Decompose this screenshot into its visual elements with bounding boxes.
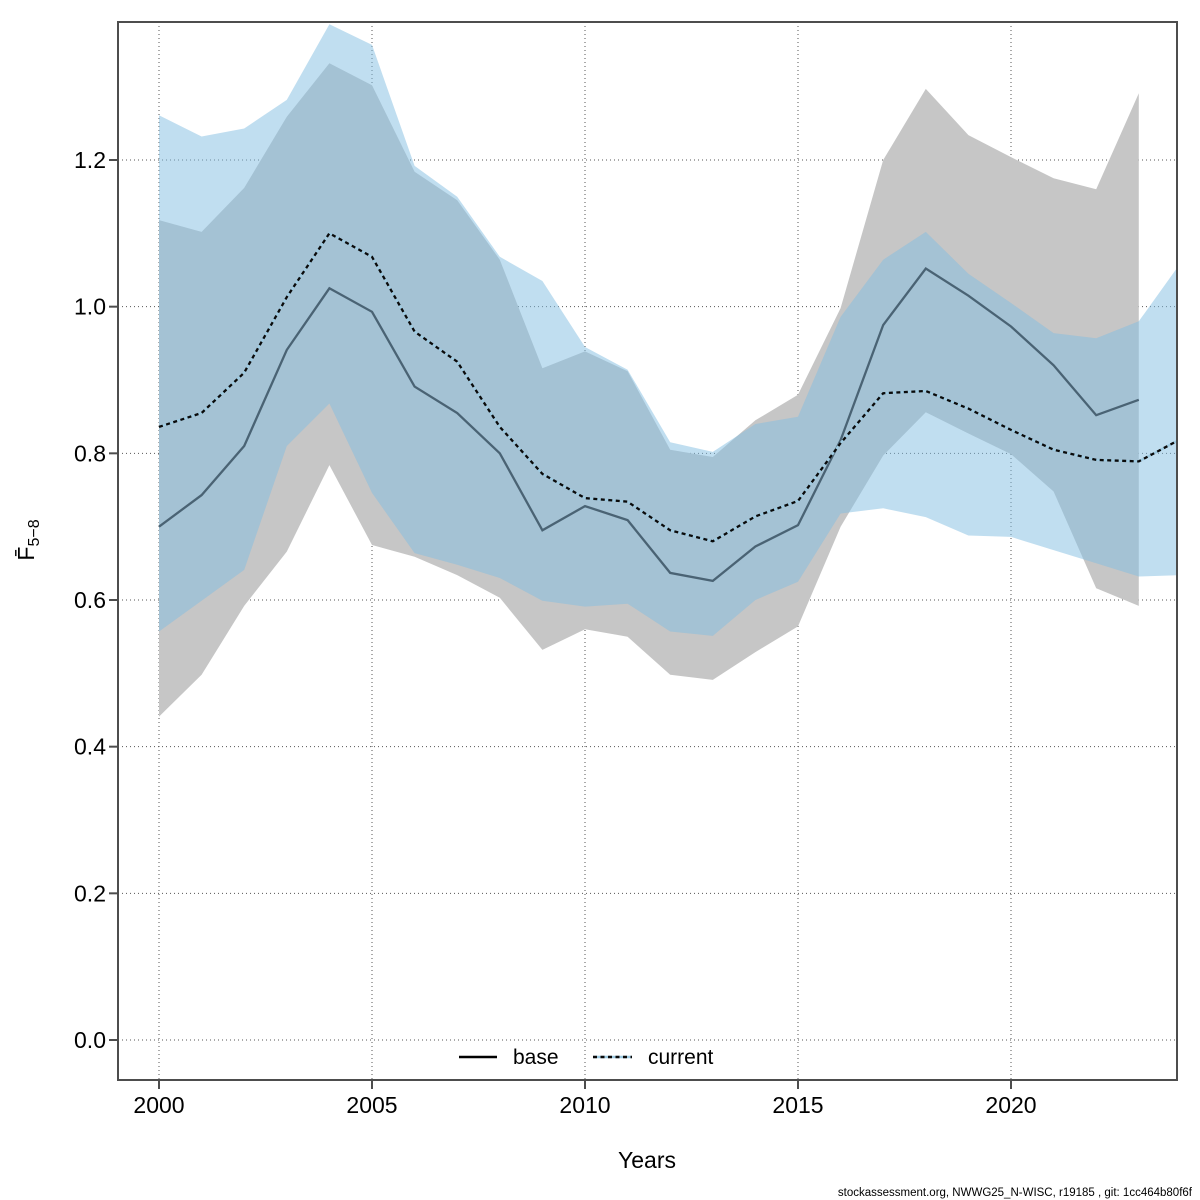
base-line [158, 266, 1140, 583]
plot-frame [117, 21, 1178, 1081]
current-line [158, 231, 1177, 543]
x-axis-title: Years [618, 1147, 676, 1173]
x-tick-label: 2010 [559, 1092, 610, 1118]
x-tick-label: 2020 [985, 1092, 1036, 1118]
y-tick-label: 0.4 [74, 734, 106, 760]
y-tick-label: 1.2 [74, 147, 106, 173]
legend-base-label: base [513, 1046, 559, 1069]
y-axis-title-main: F̄ [13, 547, 39, 561]
footer-attribution: stockassessment.org, NWWG25_N-WISC, r191… [838, 1187, 1193, 1199]
y-tick-label: 1.0 [74, 294, 106, 320]
axis-ticks-and-labels: 0.0 0.2 0.4 0.6 0.8 1.0 1.2 2000 2005 2010 2015 202… [74, 147, 1037, 1118]
confidence-bands [159, 24, 1177, 717]
y-tick-label: 0.8 [74, 440, 106, 466]
y-axis-title: F̄5−8 [13, 519, 43, 560]
y-tick-label: 0.0 [74, 1027, 106, 1053]
x-tick-label: 2005 [346, 1092, 397, 1118]
y-axis-title-subscript: 5−8 [26, 519, 43, 546]
series-lines [158, 231, 1177, 583]
x-tick-label: 2015 [772, 1092, 823, 1118]
legend-current-label: current [648, 1046, 714, 1069]
current-confidence-band [159, 24, 1177, 636]
legend: base current [459, 1046, 714, 1069]
y-tick-label: 0.2 [74, 880, 106, 906]
y-tick-label: 0.6 [74, 587, 106, 613]
x-tick-label: 2000 [133, 1092, 184, 1118]
